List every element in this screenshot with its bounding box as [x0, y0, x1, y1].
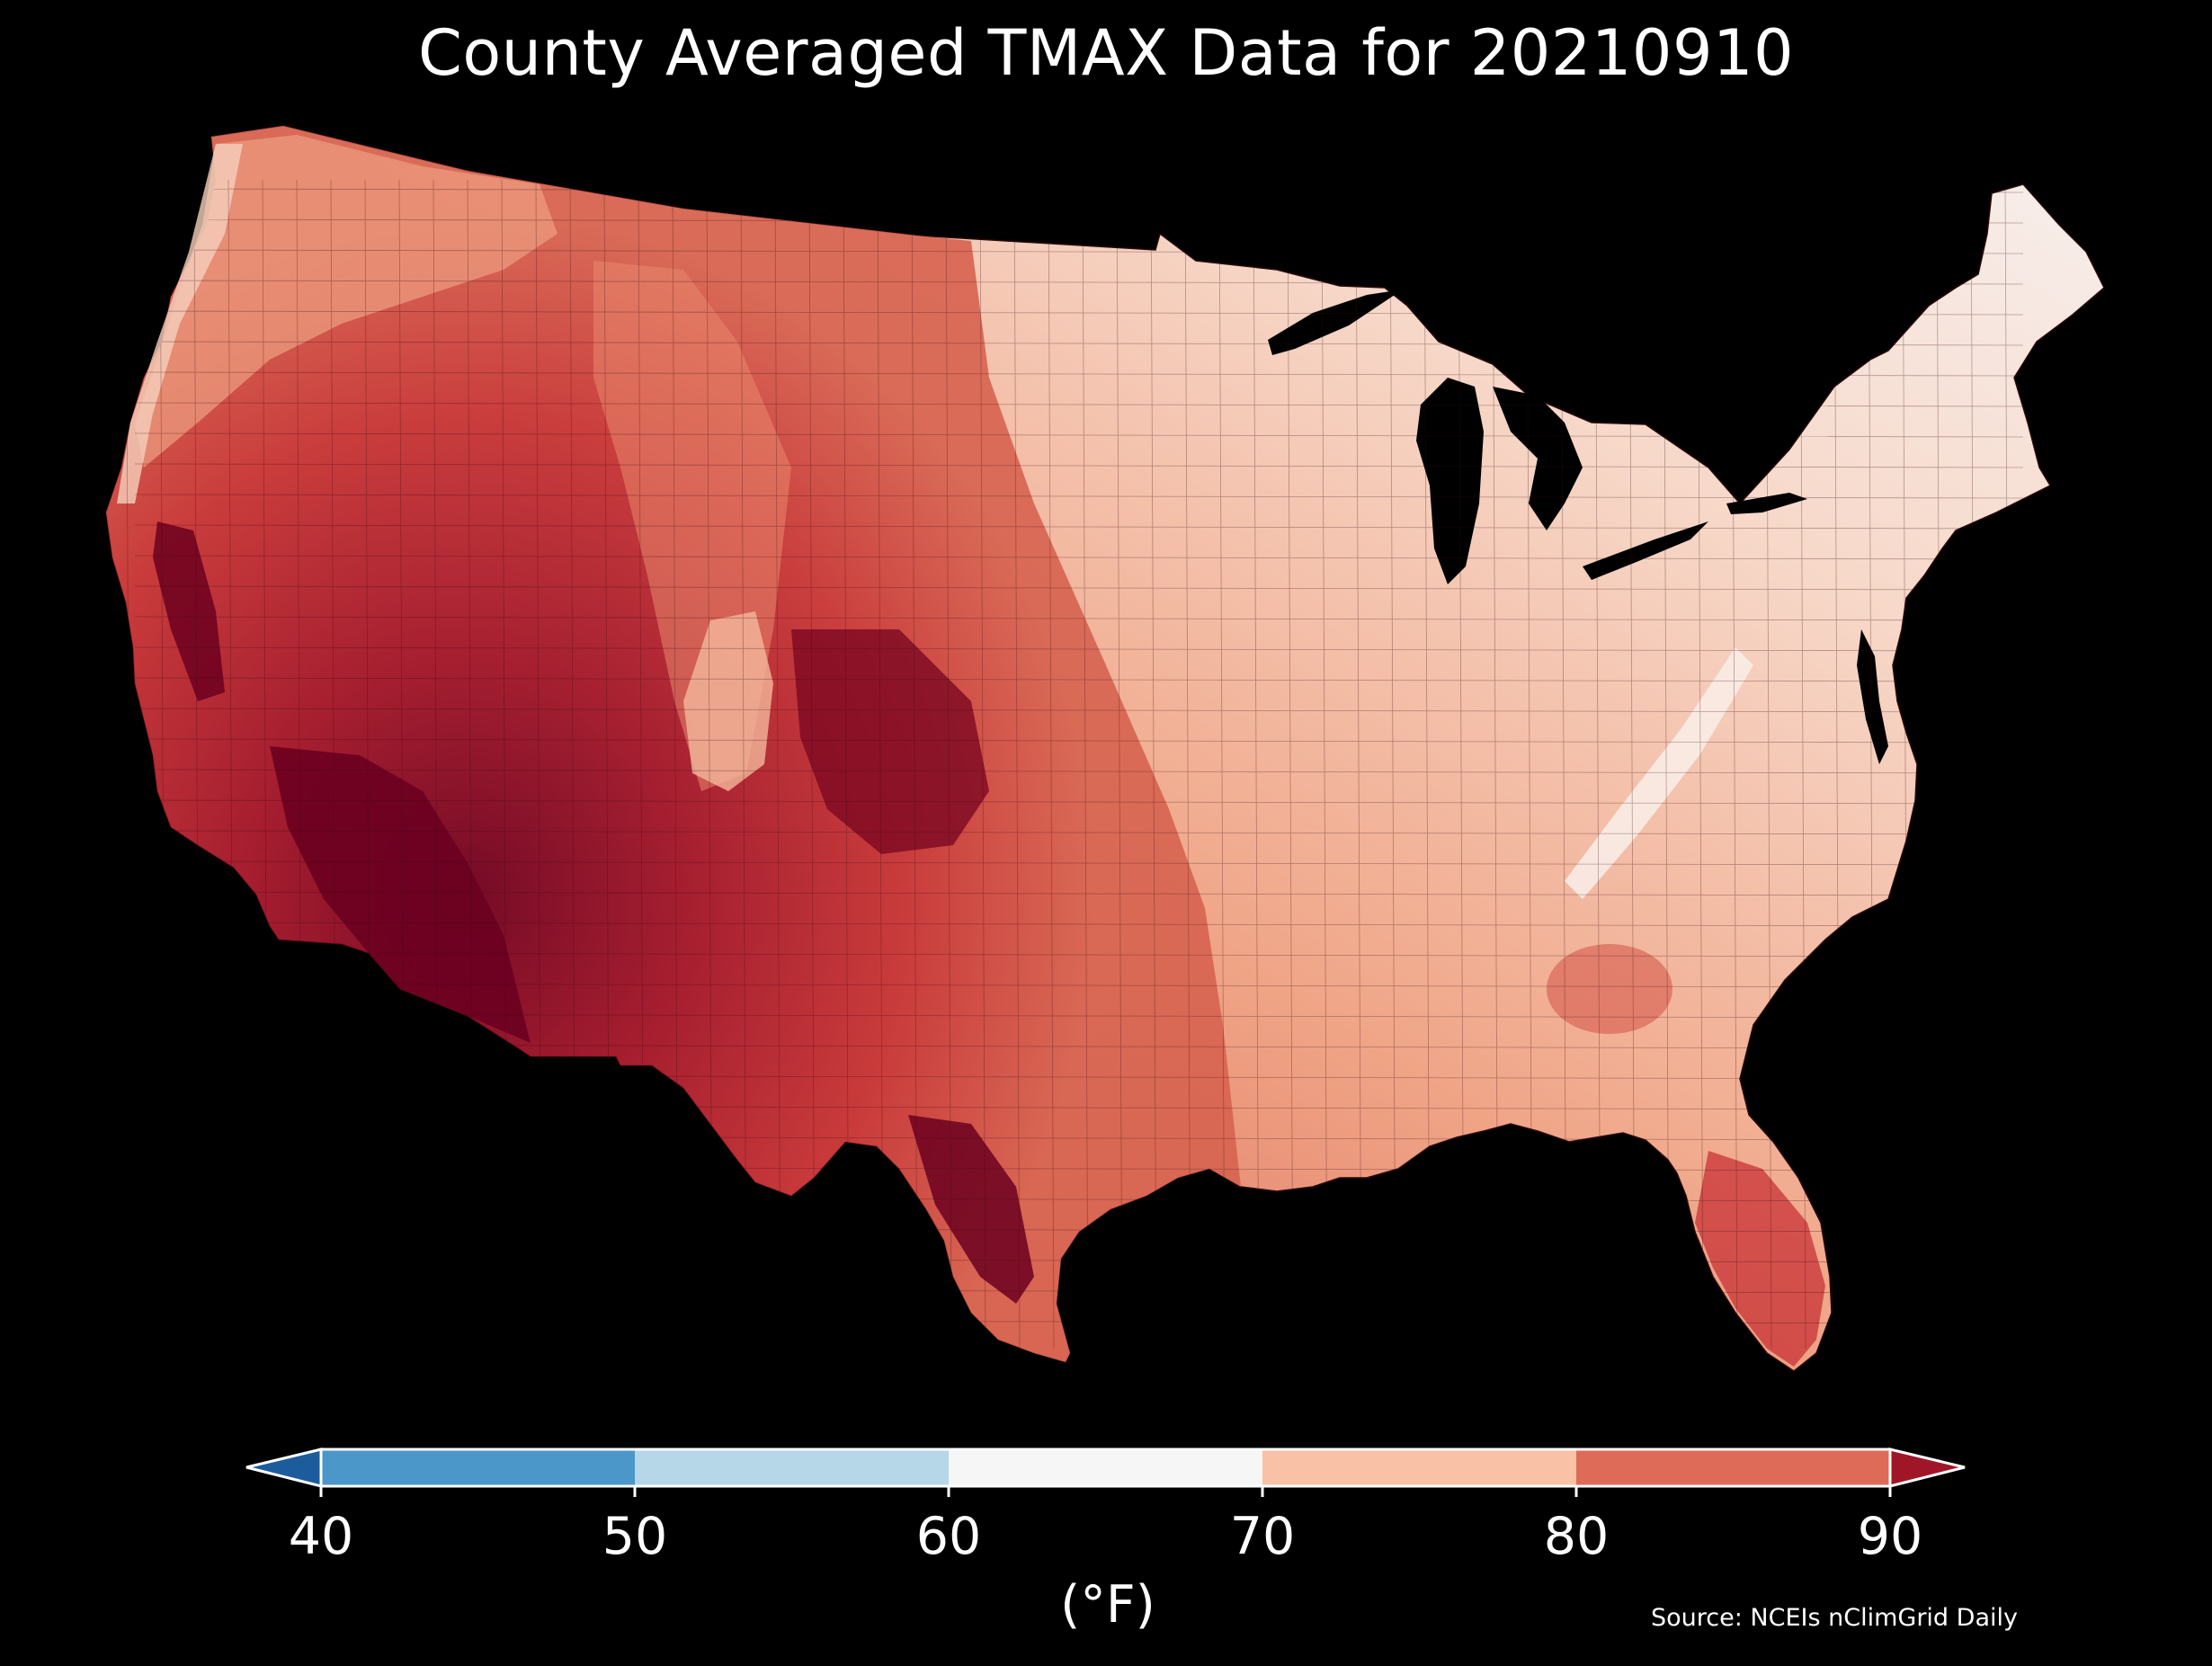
- chesapeake-bay: [1857, 629, 1888, 764]
- map-title: County Averaged TMAX Data for 20210910: [417, 16, 1795, 90]
- colorbar-bin-4: [1576, 1449, 1890, 1486]
- georgia-warm-patch: [1547, 944, 1672, 1034]
- lake-superior: [1268, 290, 1403, 355]
- colorbar-tick-label: 50: [602, 1507, 668, 1566]
- south-texas-core: [908, 1115, 1034, 1304]
- colorbar-under-triangle: [245, 1448, 323, 1488]
- colorbar-tick-label: 80: [1543, 1507, 1610, 1566]
- colorado-mountain-patch: [683, 611, 773, 791]
- lake-erie: [1583, 521, 1708, 580]
- hot-west-region: [106, 126, 1241, 1362]
- colorbar-bin-2: [949, 1449, 1262, 1486]
- lake-huron: [1493, 387, 1583, 530]
- colorbar-tick-label: 60: [915, 1507, 982, 1566]
- appalachian-cool-band: [1565, 647, 1753, 899]
- colorbar-tick-label: 90: [1857, 1507, 1923, 1566]
- colorbar-tick-label: 40: [288, 1507, 354, 1566]
- conus-county-map: [105, 125, 2105, 1372]
- colorbar-unit-label: (°F): [1060, 1575, 1155, 1635]
- south-plains-core: [791, 629, 989, 854]
- colorbar-frame: [319, 1448, 1892, 1488]
- colorbar-bin-0: [321, 1449, 635, 1486]
- colorbar-bin-1: [635, 1449, 949, 1486]
- lake-ontario: [1726, 493, 1807, 514]
- colorbar-bin-3: [1262, 1449, 1576, 1486]
- colorbar-tick-label: 70: [1229, 1507, 1296, 1566]
- florida-warm: [1695, 1151, 1825, 1367]
- cool-northwest-patch: [135, 135, 557, 468]
- source-credit: Source: NCEIs nClimGrid Daily: [1651, 1604, 2018, 1632]
- desert-southwest-core: [270, 746, 531, 1043]
- colorbar-over-triangle: [1888, 1448, 1966, 1488]
- cool-coast-strip: [117, 144, 243, 503]
- lake-michigan: [1416, 378, 1484, 584]
- central-valley-core: [153, 521, 225, 701]
